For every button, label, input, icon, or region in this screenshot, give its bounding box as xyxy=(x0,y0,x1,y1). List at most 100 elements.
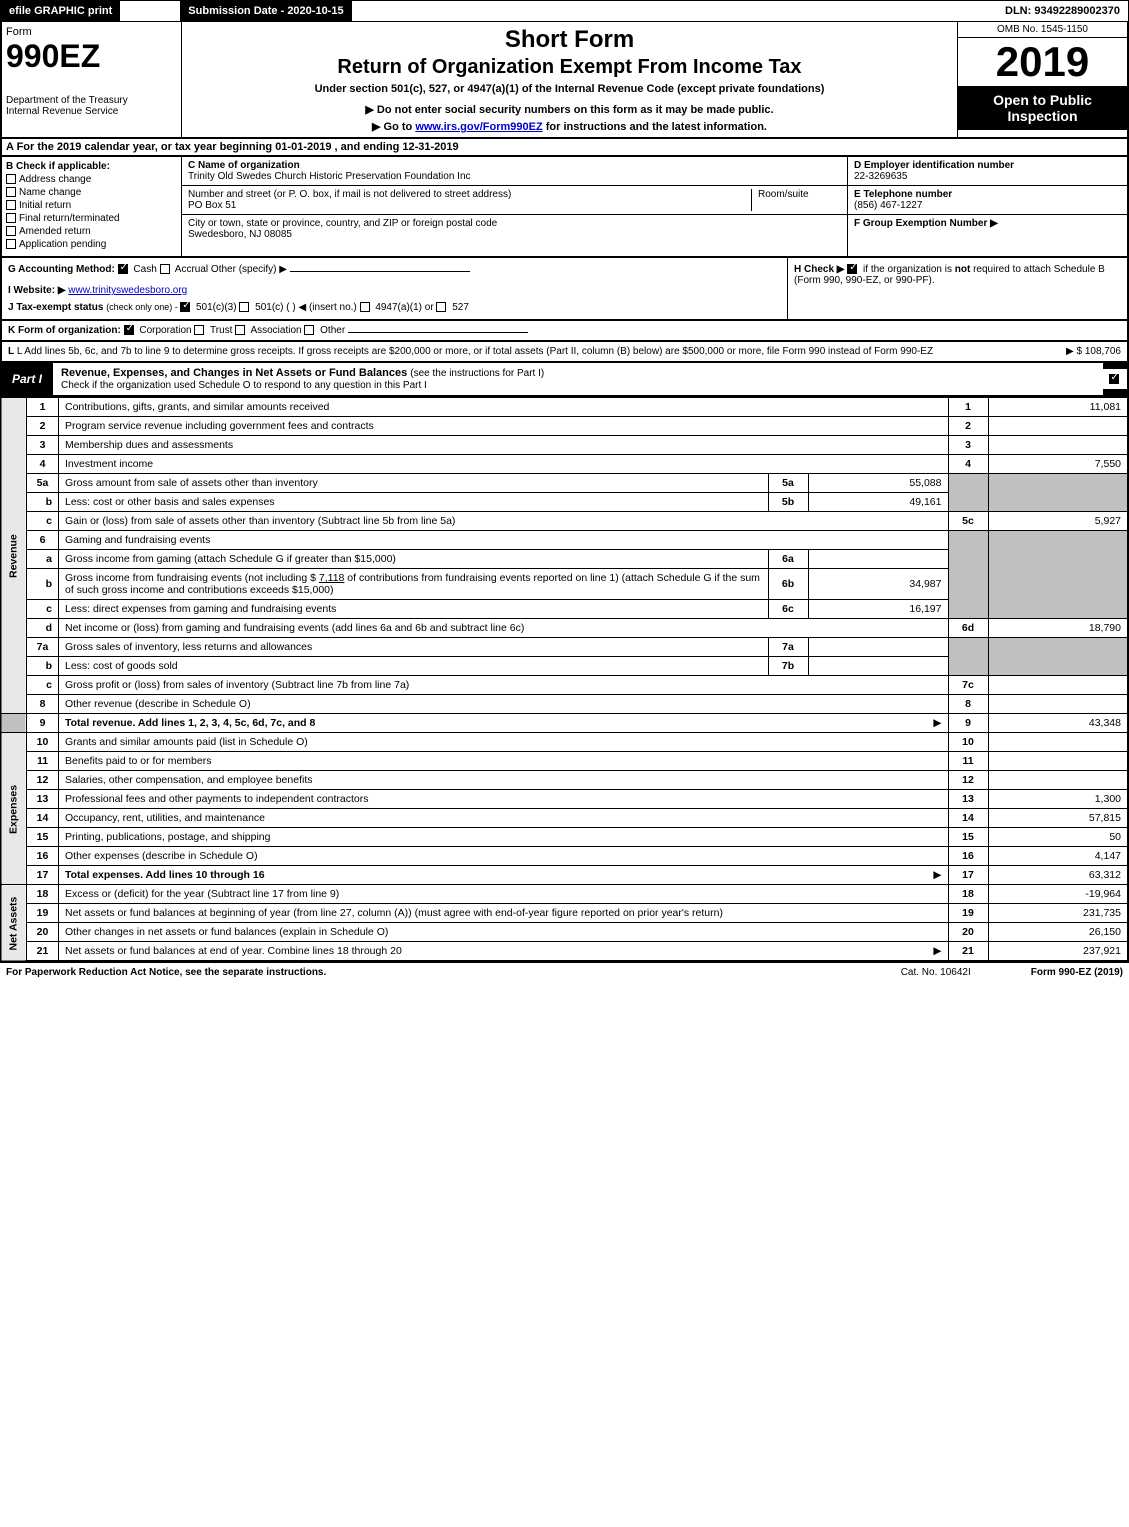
checkbox-trust[interactable] xyxy=(194,325,204,335)
table-row: Net Assets 18 Excess or (deficit) for th… xyxy=(1,885,1128,904)
table-row: c Gain or (loss) from sale of assets oth… xyxy=(1,512,1128,531)
side-label-expenses: Expenses xyxy=(1,733,27,885)
website-link[interactable]: www.trinityswedesboro.org xyxy=(68,285,187,296)
checkbox-527[interactable] xyxy=(436,302,446,312)
side-spacer xyxy=(1,714,27,733)
table-row: 7a Gross sales of inventory, less return… xyxy=(1,638,1128,657)
line-text: Net income or (loss) from gaming and fun… xyxy=(59,619,949,638)
checkbox-assoc[interactable] xyxy=(235,325,245,335)
table-row: d Net income or (loss) from gaming and f… xyxy=(1,619,1128,638)
checkbox-accrual[interactable] xyxy=(160,264,170,274)
checkbox-name-change[interactable] xyxy=(6,187,16,197)
line-num: b xyxy=(27,493,59,512)
checkbox-501c[interactable] xyxy=(239,302,249,312)
line-num: 16 xyxy=(27,847,59,866)
line-num: 8 xyxy=(27,695,59,714)
org-name: Trinity Old Swedes Church Historic Prese… xyxy=(188,171,471,182)
app-pending-label: Application pending xyxy=(19,239,106,250)
box-h-mid: if the organization is xyxy=(863,264,955,275)
box-i-label: I Website: ▶ xyxy=(8,285,66,296)
checkbox-address-change[interactable] xyxy=(6,174,16,184)
box-h: H Check ▶ if the organization is not req… xyxy=(787,258,1127,319)
checkbox-cash[interactable] xyxy=(118,264,128,274)
checkbox-final-return[interactable] xyxy=(6,213,16,223)
line-desc: Other expenses (describe in Schedule O) xyxy=(65,850,258,862)
part1-header: Part I Revenue, Expenses, and Changes in… xyxy=(0,363,1129,397)
right-val: 237,921 xyxy=(988,942,1128,962)
room-suite-label: Room/suite xyxy=(758,189,809,200)
efile-label[interactable]: efile GRAPHIC print xyxy=(1,1,120,21)
right-num: 3 xyxy=(948,436,988,455)
table-row: 3 Membership dues and assessments 3 xyxy=(1,436,1128,455)
table-row: 12 Salaries, other compensation, and emp… xyxy=(1,771,1128,790)
other-specify-field[interactable] xyxy=(290,271,470,272)
small-val: 34,987 xyxy=(808,569,948,600)
goto-link[interactable]: www.irs.gov/Form990EZ xyxy=(415,121,542,133)
line-text: Gross income from gaming (attach Schedul… xyxy=(59,550,769,569)
right-val: -19,964 xyxy=(988,885,1128,904)
checkbox-corp[interactable] xyxy=(124,325,134,335)
box-h-pre: H Check ▶ xyxy=(794,264,847,275)
line-text: Less: cost or other basis and sales expe… xyxy=(59,493,769,512)
line-num: c xyxy=(27,600,59,619)
checkbox-schedule-o[interactable] xyxy=(1109,374,1119,384)
small-num: 6b xyxy=(768,569,808,600)
line-num: b xyxy=(27,569,59,600)
line-desc: Contributions, gifts, grants, and simila… xyxy=(65,401,329,413)
line-text: Gross income from fundraising events (no… xyxy=(59,569,769,600)
shaded-cell xyxy=(948,638,988,676)
right-val: 1,300 xyxy=(988,790,1128,809)
line-num: 4 xyxy=(27,455,59,474)
final-return-label: Final return/terminated xyxy=(19,213,120,224)
other-label: Other (specify) ▶ xyxy=(211,264,287,275)
fundraising-amount: 7,118 xyxy=(319,572,345,584)
line-text: Other expenses (describe in Schedule O) xyxy=(59,847,949,866)
right-val: 57,815 xyxy=(988,809,1128,828)
return-title: Return of Organization Exempt From Incom… xyxy=(186,56,953,79)
table-row: 21 Net assets or fund balances at end of… xyxy=(1,942,1128,962)
checkbox-501c3[interactable] xyxy=(180,302,190,312)
other-org-field[interactable] xyxy=(348,332,528,333)
right-val xyxy=(988,417,1128,436)
arrow-icon: ▶ xyxy=(933,945,941,957)
checkbox-4947[interactable] xyxy=(360,302,370,312)
line-text: Investment income xyxy=(59,455,949,474)
small-val xyxy=(808,638,948,657)
checkbox-amended-return[interactable] xyxy=(6,226,16,236)
side-label-revenue: Revenue xyxy=(1,398,27,714)
other-org-label: Other xyxy=(320,325,345,336)
dln-number: DLN: 93492289002370 xyxy=(997,1,1128,21)
box-c-name-label: C Name of organization xyxy=(188,160,300,171)
checkbox-app-pending[interactable] xyxy=(6,239,16,249)
side-label-net-assets: Net Assets xyxy=(1,885,27,962)
table-row: 5a Gross amount from sale of assets othe… xyxy=(1,474,1128,493)
right-val xyxy=(988,752,1128,771)
table-row: 15 Printing, publications, postage, and … xyxy=(1,828,1128,847)
right-val: 7,550 xyxy=(988,455,1128,474)
line-desc: Net assets or fund balances at end of ye… xyxy=(65,945,402,957)
line-num: 10 xyxy=(27,733,59,752)
small-num: 7b xyxy=(768,657,808,676)
shaded-cell xyxy=(988,531,1128,619)
right-val: 43,348 xyxy=(988,714,1128,733)
checkbox-initial-return[interactable] xyxy=(6,200,16,210)
line-l-text: L Add lines 5b, 6c, and 7b to line 9 to … xyxy=(17,346,933,357)
line-desc: Total revenue. Add lines 1, 2, 3, 4, 5c,… xyxy=(65,717,315,729)
header-left: Form 990EZ Department of the Treasury In… xyxy=(2,22,182,137)
right-num: 16 xyxy=(948,847,988,866)
line-text: Occupancy, rent, utilities, and maintena… xyxy=(59,809,949,828)
checkbox-h[interactable] xyxy=(847,264,857,274)
checkbox-other-org[interactable] xyxy=(304,325,314,335)
box-h-not: not xyxy=(955,264,971,275)
line-desc: Gross income from fundraising events (no… xyxy=(65,572,319,584)
irs-label: Internal Revenue Service xyxy=(6,106,177,117)
submission-date: Submission Date - 2020-10-15 xyxy=(180,1,351,21)
line-num: 15 xyxy=(27,828,59,847)
right-num: 5c xyxy=(948,512,988,531)
line-num: 12 xyxy=(27,771,59,790)
line-num: 2 xyxy=(27,417,59,436)
right-num: 8 xyxy=(948,695,988,714)
assoc-label: Association xyxy=(250,325,301,336)
line-num: 17 xyxy=(27,866,59,885)
small-num: 7a xyxy=(768,638,808,657)
